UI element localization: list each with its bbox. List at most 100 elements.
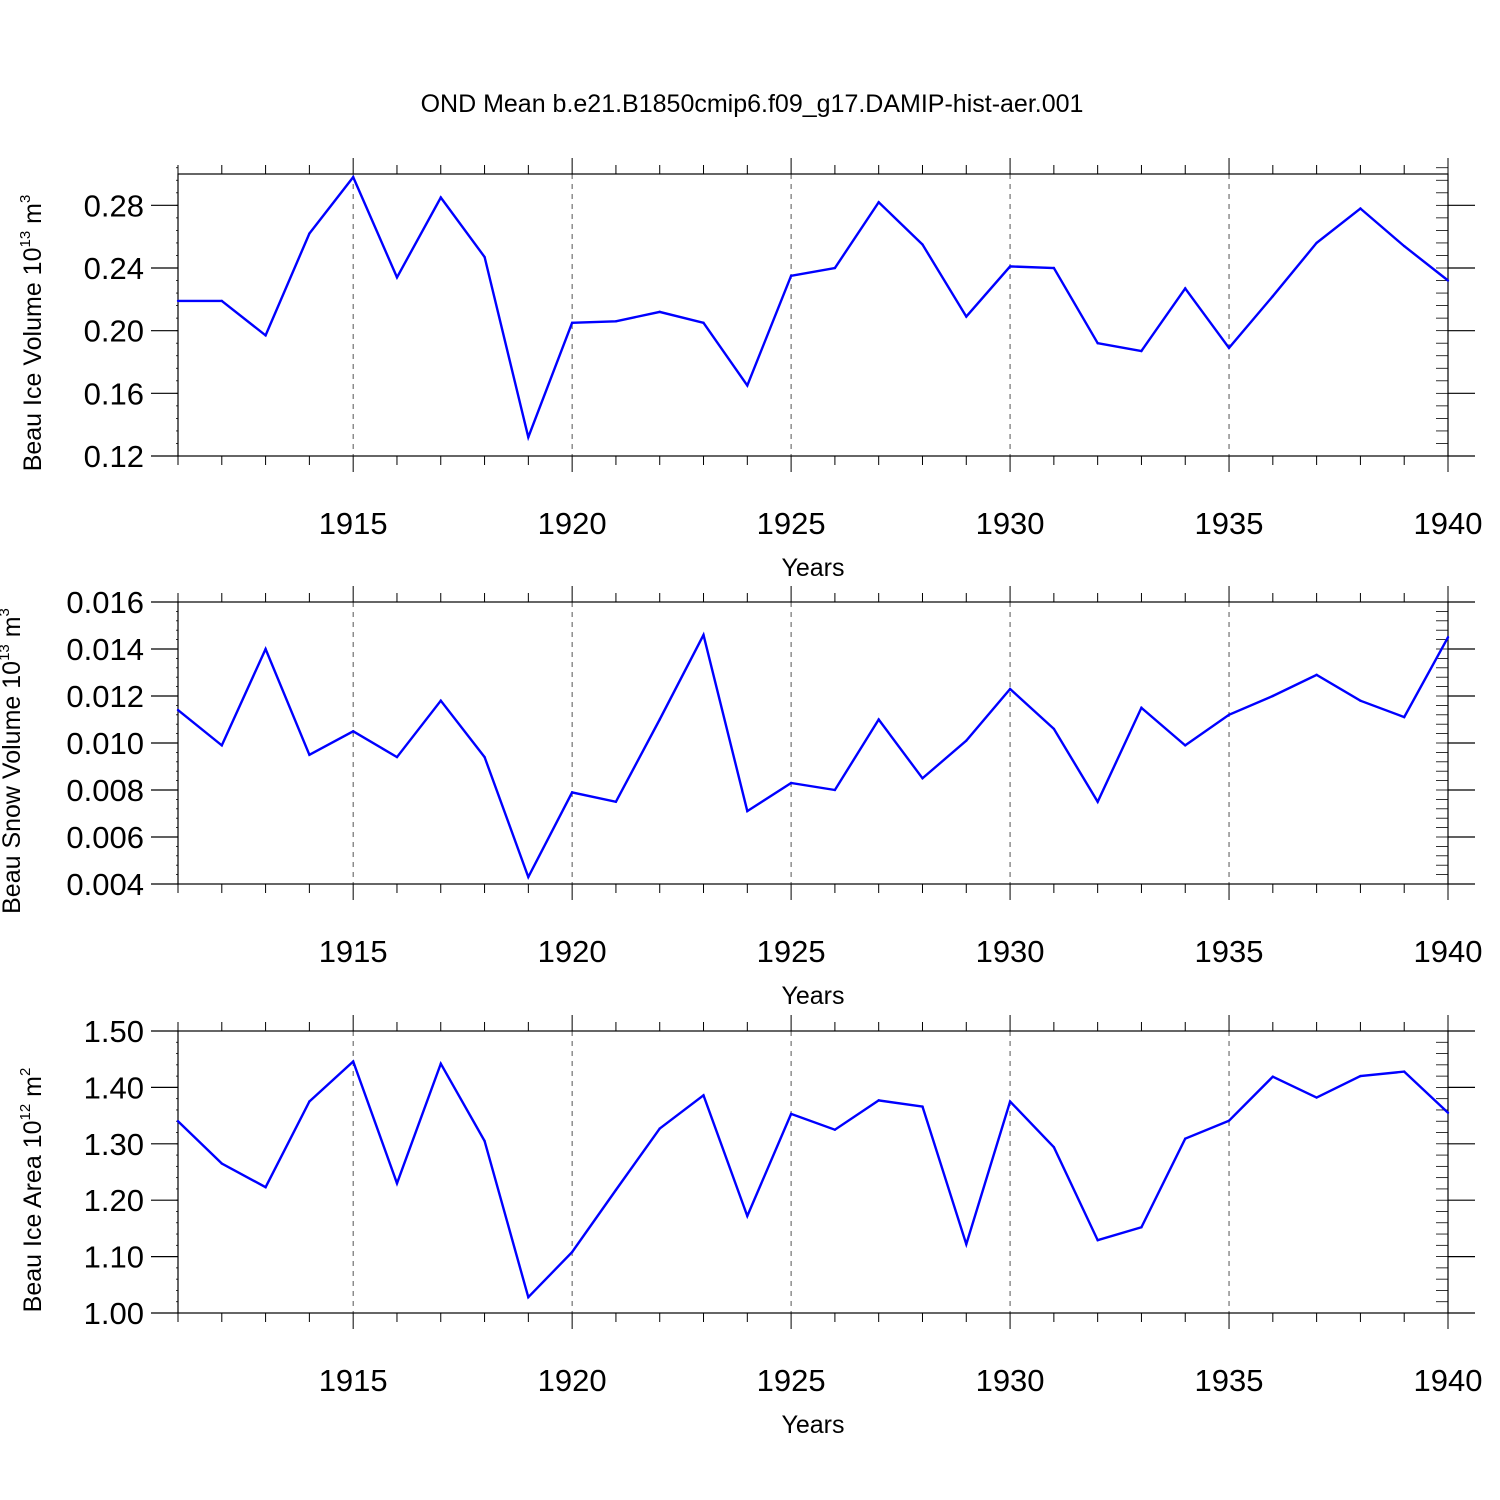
x-tick-label: 1940 xyxy=(1414,934,1483,969)
data-point xyxy=(658,310,661,314)
data-point xyxy=(965,739,968,742)
data-point xyxy=(877,718,880,721)
y-tick-label: 0.008 xyxy=(66,773,144,808)
data-point xyxy=(439,699,442,702)
data-point xyxy=(1096,1239,1099,1242)
y-tick-label: 0.12 xyxy=(84,439,144,474)
y-axis-title: Beau Ice Area 1012 m2 xyxy=(17,1068,47,1313)
data-point xyxy=(483,755,486,759)
x-tick-label: 1915 xyxy=(319,934,388,969)
data-point xyxy=(1008,1100,1012,1103)
data-point xyxy=(1052,1145,1056,1149)
data-point xyxy=(220,744,223,747)
data-point xyxy=(220,1162,223,1165)
data-point xyxy=(1315,241,1318,245)
y-tick-label: 1.00 xyxy=(84,1296,144,1331)
data-point xyxy=(1008,265,1012,268)
panel-1: 0.12 0.16 0.20 0.24 0.28 1915 1920 1925 1930 1935… xyxy=(17,158,1482,582)
data-point xyxy=(308,753,311,756)
data-point xyxy=(570,1250,574,1254)
x-tick-label: 1940 xyxy=(1414,506,1483,541)
data-point xyxy=(746,384,749,387)
x-tick-label: 1935 xyxy=(1195,506,1264,541)
data-point xyxy=(1359,699,1362,702)
y-axis-title: Beau Ice Volume 1013 m3 xyxy=(17,195,47,472)
y-tick-label: 0.012 xyxy=(66,679,144,714)
x-tick-label: 1930 xyxy=(976,506,1045,541)
data-point xyxy=(702,1094,705,1097)
data-point xyxy=(614,1188,618,1192)
plot-frame xyxy=(177,601,1449,885)
data-point xyxy=(614,320,618,323)
data-point xyxy=(570,791,574,794)
y-tick-label: 0.24 xyxy=(84,251,144,286)
panel-2: 0.004 0.006 0.008 0.010 0.012 0.014 0.016 1915 1… xyxy=(0,585,1482,1010)
data-point xyxy=(614,800,618,803)
y-tick-label: 0.016 xyxy=(66,585,144,620)
data-point xyxy=(789,1112,793,1116)
data-point xyxy=(1271,694,1275,698)
y-tick-label: 0.014 xyxy=(66,632,144,667)
x-tick-label: 1920 xyxy=(538,506,607,541)
data-point xyxy=(1403,715,1406,719)
x-tick-label: 1940 xyxy=(1414,1363,1483,1398)
plot-frame xyxy=(177,173,1449,457)
series-line xyxy=(177,1059,1449,1300)
data-point xyxy=(483,255,486,259)
data-point xyxy=(264,1186,267,1189)
data-point xyxy=(439,1062,442,1065)
data-point xyxy=(789,781,793,785)
y-tick-label: 1.50 xyxy=(84,1014,144,1049)
data-point xyxy=(965,1242,968,1246)
data-point xyxy=(1227,1119,1231,1122)
data-point xyxy=(527,436,530,439)
data-point xyxy=(439,196,442,199)
data-point xyxy=(921,777,924,780)
data-point xyxy=(1140,1226,1143,1229)
data-point xyxy=(1271,1075,1275,1078)
data-point xyxy=(395,755,399,759)
data-point xyxy=(264,334,267,337)
data-point xyxy=(702,633,705,637)
x-tick-label: 1915 xyxy=(319,506,388,541)
data-point xyxy=(395,276,399,279)
y-tick-label: 0.004 xyxy=(66,867,144,902)
data-point xyxy=(1096,342,1099,345)
y-axis-title: Beau Snow Volume 1013 m3 xyxy=(0,608,26,914)
y-tick-label: 1.20 xyxy=(84,1183,144,1218)
data-point xyxy=(1446,1111,1450,1114)
data-point xyxy=(1315,673,1318,677)
y-tick-label: 0.006 xyxy=(66,820,144,855)
data-point xyxy=(351,730,355,733)
y-tick-label: 0.010 xyxy=(66,726,144,761)
data-point xyxy=(1140,706,1143,709)
data-point xyxy=(833,266,837,270)
y-tick-label: 0.16 xyxy=(84,376,144,411)
data-point xyxy=(1359,207,1362,210)
data-point xyxy=(1184,287,1187,290)
x-tick-label: 1935 xyxy=(1195,934,1264,969)
data-point xyxy=(702,321,705,325)
data-point xyxy=(746,1214,749,1218)
data-point xyxy=(833,788,837,792)
y-tick-label: 1.40 xyxy=(84,1070,144,1105)
data-point xyxy=(308,1100,311,1103)
data-point xyxy=(789,274,793,278)
data-point xyxy=(658,1127,661,1130)
data-point xyxy=(1008,687,1012,691)
data-point xyxy=(527,875,530,879)
data-point xyxy=(877,201,880,204)
data-point xyxy=(1227,713,1231,716)
data-point xyxy=(1315,1096,1318,1099)
data-point xyxy=(1052,727,1056,731)
x-tick-label: 1930 xyxy=(976,1363,1045,1398)
data-point xyxy=(746,809,749,813)
x-tick-label: 1925 xyxy=(757,1363,826,1398)
data-point xyxy=(570,321,574,325)
y-tick-label: 0.28 xyxy=(84,188,144,223)
data-point xyxy=(877,1099,880,1102)
data-point xyxy=(1446,279,1450,282)
y-tick-label: 0.20 xyxy=(84,314,144,349)
data-point xyxy=(1184,1137,1187,1140)
